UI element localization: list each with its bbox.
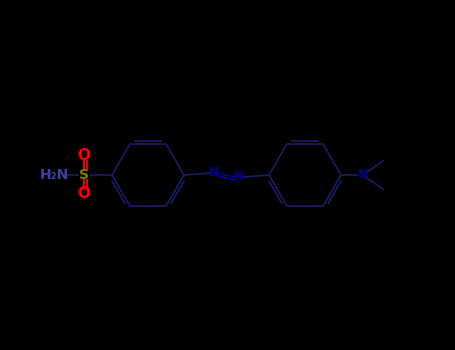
Text: S: S xyxy=(79,168,89,182)
Text: N: N xyxy=(358,168,368,182)
Text: O: O xyxy=(77,148,91,163)
Text: N: N xyxy=(208,167,219,180)
Text: O: O xyxy=(77,187,91,202)
Text: H₂N: H₂N xyxy=(40,168,69,182)
Text: N: N xyxy=(234,170,244,183)
